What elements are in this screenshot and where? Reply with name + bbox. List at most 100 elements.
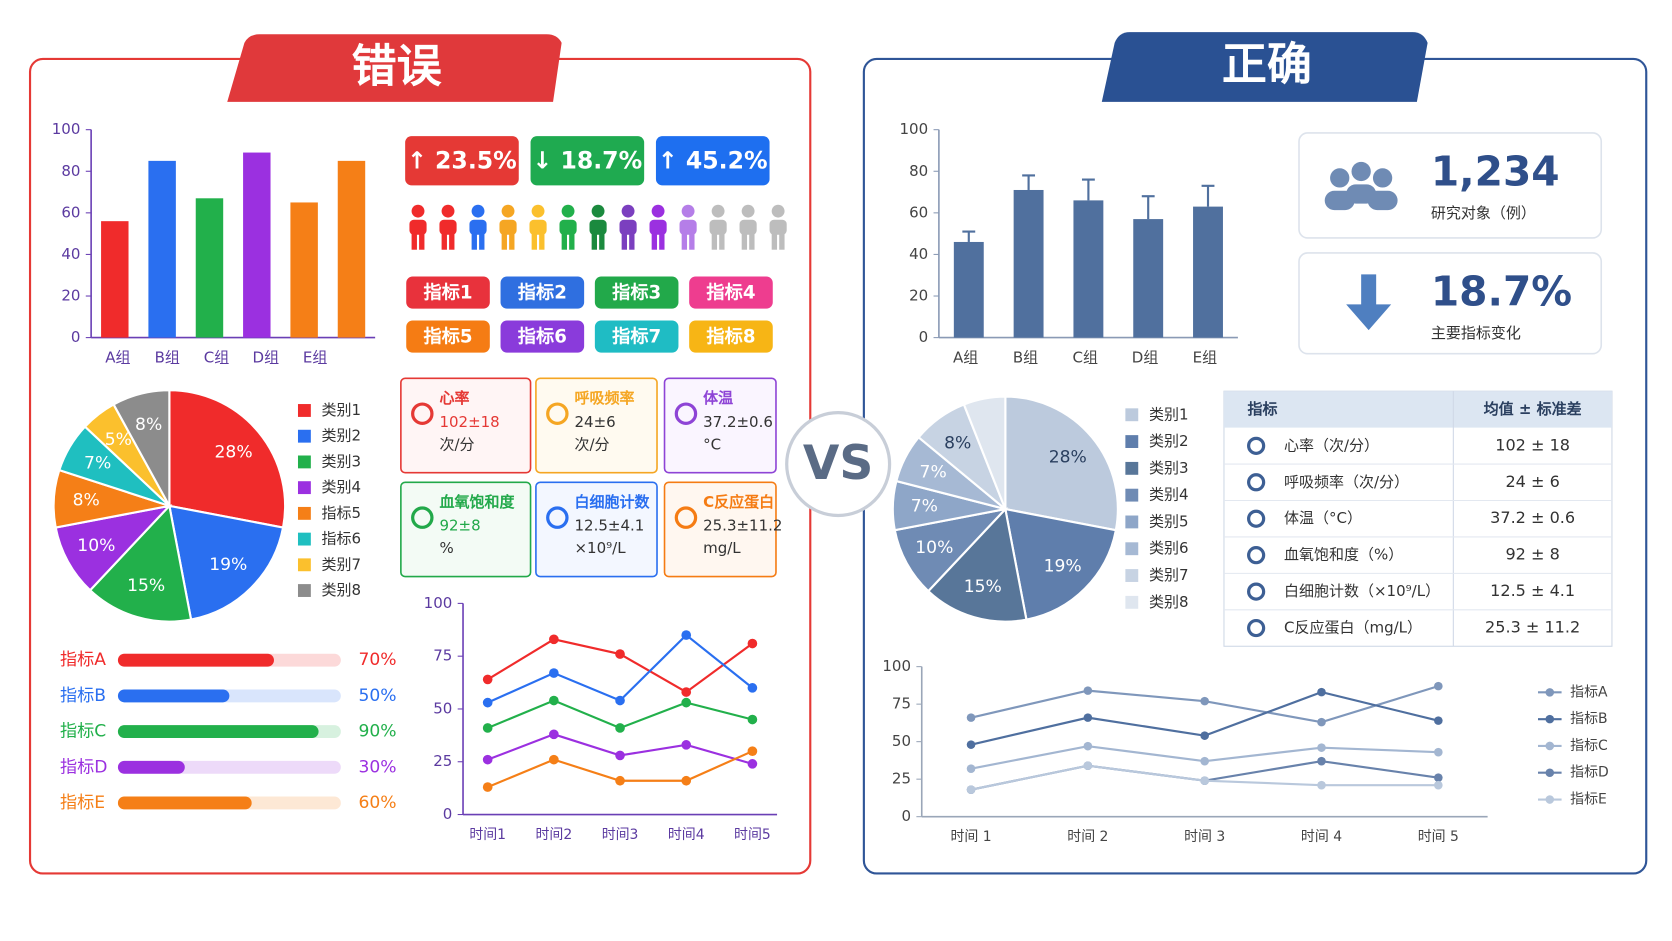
badge-text: ↑ 23.5% [407,146,517,174]
people-icon-head [1351,161,1371,182]
card-icon [411,402,434,425]
y-tick-label: 0 [443,805,453,823]
point [1200,696,1209,706]
legend-swatch [297,532,311,546]
card-value: 25.3±11.2 [703,517,782,535]
person-leg [681,232,688,250]
legend-swatch [297,429,311,443]
person-leg [651,232,658,250]
progress-bar [117,796,252,810]
person-body [679,219,697,235]
legend-label: 类别3 [1149,459,1189,477]
person-leg [479,232,485,250]
tag-text: 指标7 [612,326,661,348]
legend-dot [1545,714,1555,724]
person-head [441,204,455,218]
card-unit: ×10⁹/L [574,539,626,557]
point [615,775,625,786]
bar [1013,189,1044,338]
card-title: 心率 [439,389,469,407]
point [681,697,692,708]
x-tick-label: 时间 3 [1184,829,1225,845]
x-tick-label: D组 [253,348,280,366]
card-icon [674,402,698,425]
progress-bar [117,689,230,703]
person-leg [561,232,567,250]
x-tick-label: 时间 5 [1418,829,1459,845]
card-title: 白细胞计数 [574,493,650,511]
card-value: 12.5±4.1 [574,517,644,535]
card-title: C反应蛋白 [703,493,774,511]
person-body [409,219,427,235]
person-body [619,219,637,235]
y-tick-label: 25 [892,770,911,788]
card-unit: mg/L [703,539,741,557]
tag [689,276,773,309]
pie-label: 28% [1049,447,1087,467]
legend-swatch [1125,408,1139,422]
card-icon [411,506,434,529]
progress-value: 60% [359,793,397,813]
pie-label: 10% [915,538,953,558]
left-tab [227,34,562,102]
legend-swatch [1125,542,1139,556]
person-body [589,219,607,235]
progress-label: 指标C [60,722,106,742]
person-leg [441,232,447,250]
person-body [439,219,457,235]
pie-slice [1003,507,1118,621]
legend-label: 类别5 [1149,512,1189,530]
legend-label: 类别2 [322,427,362,445]
y-tick-label: 50 [892,732,911,750]
legend-label: 类别7 [322,555,362,573]
metric-card [535,377,658,474]
point [1434,780,1443,790]
legend-swatch [1125,435,1139,448]
tag [594,276,679,309]
point [747,714,758,725]
tag-text: 指标2 [518,282,567,304]
person-leg [711,232,718,250]
people-icon-head [1330,168,1350,188]
stat-label: 研究对象（例） [1431,204,1536,222]
point [549,634,559,645]
y-tick-label: 75 [433,647,452,665]
vs-circle [785,411,892,518]
card-icon [674,506,698,529]
bar [1193,206,1223,338]
point [482,782,493,792]
y-tick-label: 0 [919,328,929,346]
card-value: 24±6 [574,413,615,431]
y-tick-label: 40 [61,245,80,263]
y-tick-label: 50 [433,699,452,717]
x-tick-label: 时间2 [536,827,573,843]
person-leg [659,232,665,250]
x-tick-label: A组 [105,348,130,366]
table-frame [1223,390,1613,647]
y-tick-label: 40 [909,245,928,263]
legend-label: 类别8 [1149,593,1189,611]
table-cell: 体温（°C） [1284,509,1362,527]
bar [337,160,366,338]
stat-card [1298,132,1603,239]
y-tick-label: 100 [52,120,81,138]
point [747,746,758,757]
person-body [499,219,517,235]
point [615,695,625,706]
person-leg [509,232,515,250]
progress-bar [117,760,185,774]
point [1434,716,1443,725]
metric-card [400,481,532,578]
metric-card [663,377,777,474]
card-title: 体温 [703,389,733,407]
row-icon [1247,436,1266,455]
point [549,695,559,706]
person-leg [501,232,507,250]
stat-label: 主要指标变化 [1431,324,1521,342]
tag-text: 指标3 [612,282,661,304]
table-cell: 92 ± 8 [1505,545,1559,564]
person-leg [741,232,748,250]
y-tick-label: 75 [892,695,911,713]
stat-value: 18.7% [1431,268,1572,316]
badge-text: ↓ 18.7% [533,146,643,174]
